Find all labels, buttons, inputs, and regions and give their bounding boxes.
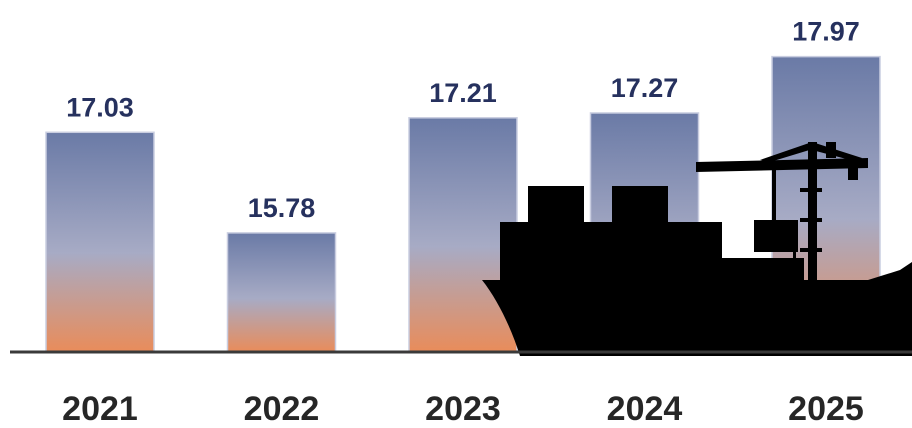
- x-tick-label-2022: 2022: [244, 390, 320, 428]
- x-axis-tick-labels: 2021 2022 2023 2024 2025: [62, 390, 864, 428]
- value-label-2022: 15.78: [248, 193, 316, 223]
- x-tick-label-2024: 2024: [607, 390, 683, 428]
- x-tick-label-2021: 2021: [62, 390, 138, 428]
- crane-icon: [696, 142, 868, 294]
- bar-2021: [45, 131, 155, 353]
- value-label-2024: 17.27: [611, 73, 679, 103]
- value-label-2021: 17.03: [66, 92, 134, 122]
- x-tick-label-2025: 2025: [788, 390, 864, 428]
- value-label-2025: 17.97: [792, 17, 860, 47]
- value-labels-group: 17.03 15.78 17.21 17.27 17.97: [66, 17, 860, 223]
- bar-2023: [408, 117, 518, 353]
- x-tick-label-2023: 2023: [425, 390, 501, 428]
- value-label-2023: 17.21: [429, 78, 497, 108]
- bar-2022: [226, 232, 337, 353]
- ship-icon: [482, 186, 912, 356]
- cargo-ship-icon: [482, 142, 912, 356]
